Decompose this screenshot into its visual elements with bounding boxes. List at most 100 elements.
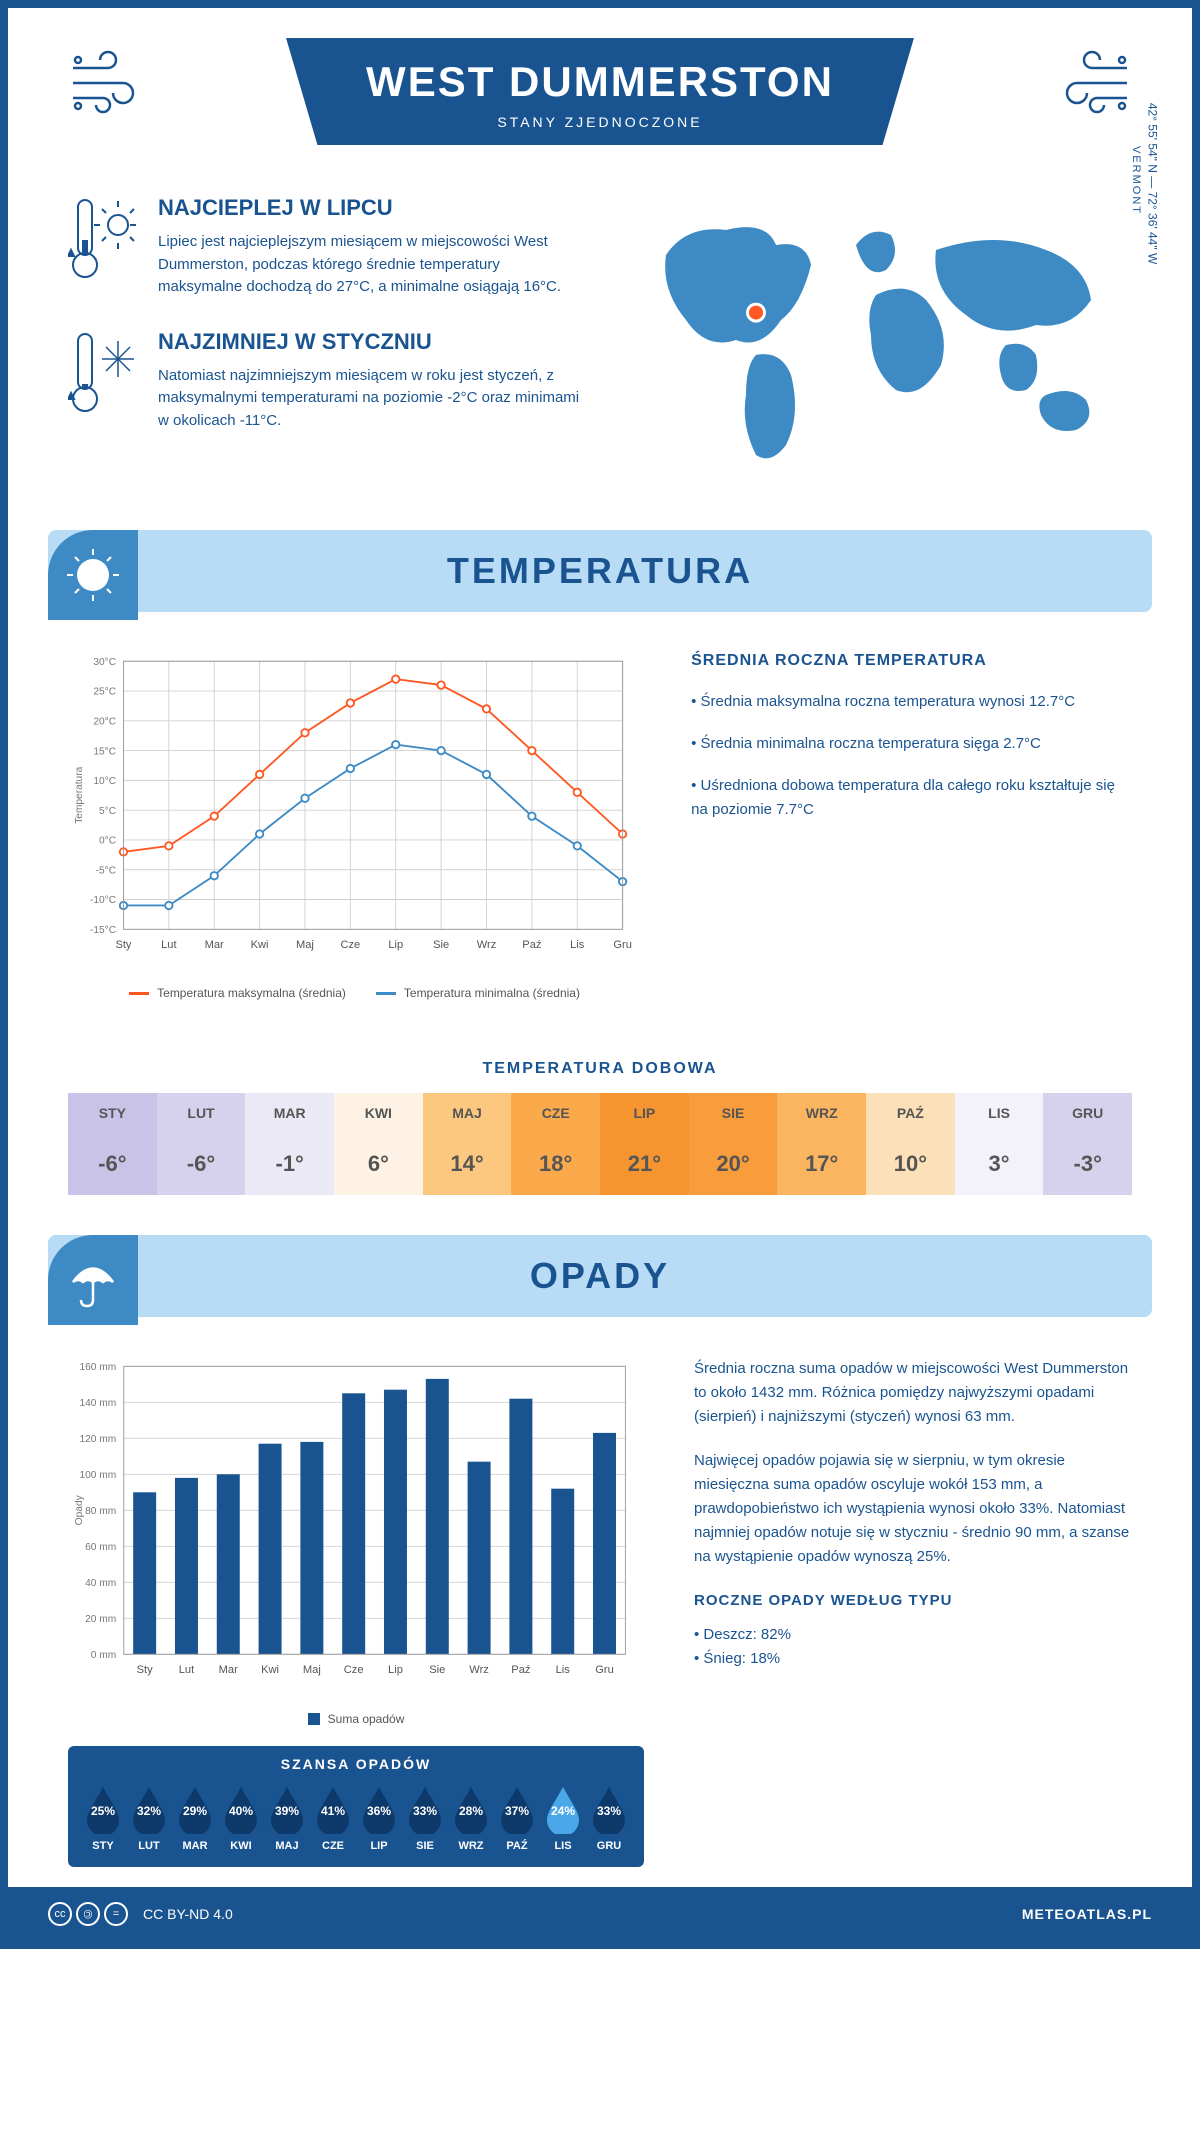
coldest-text: Natomiast najzimniejszym miesiącem w rok… xyxy=(158,365,580,433)
chance-heading: SZANSA OPADÓW xyxy=(83,1756,629,1772)
svg-text:Paź: Paź xyxy=(511,1664,531,1676)
thermometer-cold-icon xyxy=(68,329,138,433)
nd-icon: = xyxy=(104,1902,128,1926)
chance-month: LUT xyxy=(129,1840,169,1852)
warmest-text: Lipiec jest najcieplejszym miesiącem w m… xyxy=(158,231,580,299)
chance-percent: 36% xyxy=(367,1804,391,1818)
footer: cc 🄯 = CC BY-ND 4.0 METEOATLAS.PL xyxy=(8,1887,1192,1941)
svg-text:Cze: Cze xyxy=(344,1664,364,1676)
chance-percent: 41% xyxy=(321,1804,345,1818)
chance-item: 33% GRU xyxy=(589,1784,629,1852)
wind-icon xyxy=(68,48,158,132)
legend-item: Temperatura minimalna (średnia) xyxy=(376,986,580,1000)
temp-cell-value: 17° xyxy=(777,1133,866,1195)
svg-text:20°C: 20°C xyxy=(93,717,116,728)
footer-site: METEOATLAS.PL xyxy=(1022,1906,1152,1922)
precip-type-item: • Deszcz: 82% xyxy=(694,1623,1132,1647)
chance-month: MAJ xyxy=(267,1840,307,1852)
svg-text:10°C: 10°C xyxy=(93,776,116,787)
footer-license: cc 🄯 = CC BY-ND 4.0 xyxy=(48,1902,233,1926)
svg-text:Kwi: Kwi xyxy=(251,939,269,951)
intro-text-column: NAJCIEPLEJ W LIPCU Lipiec jest najcieple… xyxy=(68,195,580,480)
temp-table-cell: KWI 6° xyxy=(334,1093,423,1195)
by-icon: 🄯 xyxy=(76,1902,100,1926)
temp-cell-month: GRU xyxy=(1043,1093,1132,1133)
raindrop-icon: 25% xyxy=(83,1784,123,1834)
header-ribbon: WEST DUMMERSTON STANY ZJEDNOCZONE xyxy=(286,38,914,145)
region-label: VERMONT xyxy=(1130,146,1142,215)
temp-table-cell: LUT -6° xyxy=(157,1093,246,1195)
svg-text:100 mm: 100 mm xyxy=(79,1470,116,1481)
temp-info-bullet: • Średnia maksymalna roczna temperatura … xyxy=(691,690,1132,714)
temp-cell-month: STY xyxy=(68,1093,157,1133)
temp-table-cell: CZE 18° xyxy=(511,1093,600,1195)
chance-item: 32% LUT xyxy=(129,1784,169,1852)
temp-info-heading: ŚREDNIA ROCZNA TEMPERATURA xyxy=(691,652,1132,670)
raindrop-icon: 29% xyxy=(175,1784,215,1834)
cc-icons: cc 🄯 = xyxy=(48,1902,128,1926)
svg-text:Sty: Sty xyxy=(137,1664,154,1676)
chance-item: 24% LIS xyxy=(543,1784,583,1852)
raindrop-icon: 32% xyxy=(129,1784,169,1834)
temp-info-bullet: • Uśredniona dobowa temperatura dla całe… xyxy=(691,774,1132,822)
temp-table-cell: LIP 21° xyxy=(600,1093,689,1195)
svg-text:Lis: Lis xyxy=(556,1664,571,1676)
svg-text:-10°C: -10°C xyxy=(90,895,116,906)
sun-icon xyxy=(48,530,138,620)
temp-table-cell: MAJ 14° xyxy=(423,1093,512,1195)
svg-text:Cze: Cze xyxy=(341,939,361,951)
temp-table-cell: PAŹ 10° xyxy=(866,1093,955,1195)
world-map xyxy=(620,195,1132,475)
precipitation-content: 0 mm20 mm40 mm60 mm80 mm100 mm120 mm140 … xyxy=(8,1337,1192,1886)
precip-legend-label: Suma opadów xyxy=(328,1712,405,1726)
temp-cell-month: MAJ xyxy=(423,1093,512,1133)
raindrop-icon: 33% xyxy=(589,1784,629,1834)
raindrop-icon: 36% xyxy=(359,1784,399,1834)
svg-text:5°C: 5°C xyxy=(99,806,116,817)
temp-info-bullet: • Średnia minimalna roczna temperatura s… xyxy=(691,732,1132,756)
svg-text:-5°C: -5°C xyxy=(96,865,116,876)
temp-cell-value: 20° xyxy=(689,1133,778,1195)
coldest-block: NAJZIMNIEJ W STYCZNIU Natomiast najzimni… xyxy=(68,329,580,433)
temp-cell-month: LIS xyxy=(955,1093,1044,1133)
warmest-block: NAJCIEPLEJ W LIPCU Lipiec jest najcieple… xyxy=(68,195,580,299)
umbrella-icon xyxy=(48,1235,138,1325)
chance-item: 25% STY xyxy=(83,1784,123,1852)
chance-item: 39% MAJ xyxy=(267,1784,307,1852)
svg-text:Sie: Sie xyxy=(433,939,449,951)
chance-month: SIE xyxy=(405,1840,445,1852)
chance-percent: 37% xyxy=(505,1804,529,1818)
chance-percent: 28% xyxy=(459,1804,483,1818)
precipitation-chart-column: 0 mm20 mm40 mm60 mm80 mm100 mm120 mm140 … xyxy=(68,1357,644,1866)
svg-text:Lis: Lis xyxy=(570,939,585,951)
precipitation-chance-strip: SZANSA OPADÓW 25% STY 32% LUT 29% MA xyxy=(68,1746,644,1867)
temp-table-cell: STY -6° xyxy=(68,1093,157,1195)
chance-month: LIP xyxy=(359,1840,399,1852)
thermometer-hot-icon xyxy=(68,195,138,299)
coordinates: 42° 55' 54" N — 72° 36' 44" W xyxy=(1145,102,1159,263)
temp-cell-month: KWI xyxy=(334,1093,423,1133)
temp-table-cell: WRZ 17° xyxy=(777,1093,866,1195)
temp-cell-month: WRZ xyxy=(777,1093,866,1133)
svg-text:Sie: Sie xyxy=(429,1664,445,1676)
svg-text:80 mm: 80 mm xyxy=(85,1506,116,1517)
chance-percent: 39% xyxy=(275,1804,299,1818)
temp-cell-month: LUT xyxy=(157,1093,246,1133)
chance-item: 29% MAR xyxy=(175,1784,215,1852)
chance-percent: 40% xyxy=(229,1804,253,1818)
wind-icon xyxy=(1042,48,1132,132)
svg-text:160 mm: 160 mm xyxy=(79,1362,116,1373)
daily-temp-heading: TEMPERATURA DOBOWA xyxy=(8,1060,1192,1078)
chance-month: LIS xyxy=(543,1840,583,1852)
temp-cell-month: MAR xyxy=(245,1093,334,1133)
chance-percent: 29% xyxy=(183,1804,207,1818)
page-subtitle: STANY ZJEDNOCZONE xyxy=(366,114,834,130)
temp-cell-value: -1° xyxy=(245,1133,334,1195)
precipitation-legend: Suma opadów xyxy=(68,1712,644,1726)
svg-text:Lut: Lut xyxy=(179,1664,195,1676)
chance-item: 33% SIE xyxy=(405,1784,445,1852)
temp-table-cell: SIE 20° xyxy=(689,1093,778,1195)
temp-cell-value: 10° xyxy=(866,1133,955,1195)
temp-cell-value: 18° xyxy=(511,1133,600,1195)
svg-text:Sty: Sty xyxy=(115,939,131,951)
